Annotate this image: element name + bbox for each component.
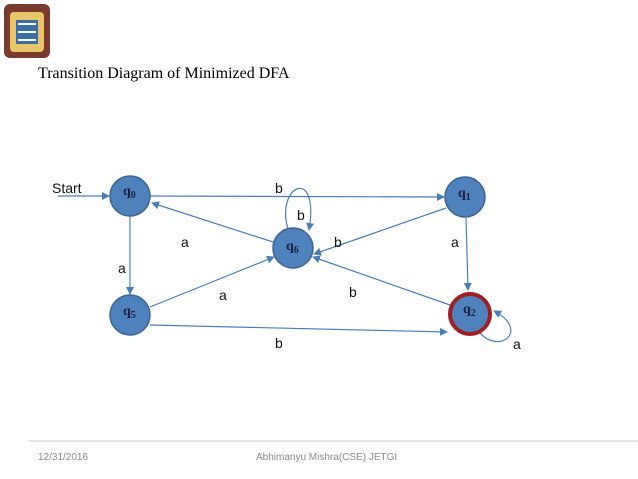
state-label: q2	[463, 302, 476, 319]
edge	[149, 255, 275, 308]
state	[444, 176, 486, 218]
edge-label: b	[349, 284, 357, 300]
nodes: q0 q1 q6 q5 q2	[109, 175, 492, 336]
state-letter: q	[286, 239, 294, 254]
edge-labels: b b a b a a a b b a	[118, 180, 521, 352]
state-index: 6	[294, 245, 299, 256]
footer-date: 12/31/2016	[38, 452, 88, 463]
state-label: q5	[123, 304, 136, 321]
edges	[58, 187, 512, 343]
edge-label: b	[297, 207, 305, 223]
edge-label: b	[334, 234, 342, 250]
state	[109, 294, 151, 336]
state	[109, 175, 151, 217]
self-loop	[479, 310, 512, 343]
state-letter: q	[123, 304, 131, 319]
title: Transition Diagram of Minimized DFA	[38, 65, 290, 82]
edge-label: a	[513, 336, 521, 352]
edge	[149, 324, 448, 336]
state-label: q0	[123, 184, 136, 201]
self-loop	[285, 187, 315, 231]
start-label: Start	[52, 180, 82, 196]
state-letter: q	[123, 184, 131, 199]
state-index: 2	[471, 308, 476, 319]
edge-label: b	[275, 335, 283, 351]
edge	[313, 207, 447, 256]
state-index: 1	[466, 192, 471, 203]
edge-label: a	[451, 234, 459, 250]
logo	[4, 4, 50, 58]
edge	[312, 255, 451, 306]
edge-label: a	[118, 260, 126, 276]
final-state	[448, 292, 492, 336]
state-letter: q	[458, 186, 466, 201]
edge-label: a	[181, 234, 189, 250]
edge-label: a	[219, 287, 227, 303]
state	[272, 227, 314, 269]
state-index: 0	[131, 190, 136, 201]
edge	[151, 201, 274, 243]
edge-label: b	[275, 180, 283, 196]
edge	[149, 192, 445, 201]
state-label: q1	[458, 186, 471, 203]
footer-author: Abhimanyu Mishra(CSE) JETGI	[256, 452, 397, 463]
state-index: 5	[131, 310, 136, 321]
edge	[463, 217, 472, 291]
state-letter: q	[463, 302, 471, 317]
state-label: q6	[286, 239, 299, 256]
